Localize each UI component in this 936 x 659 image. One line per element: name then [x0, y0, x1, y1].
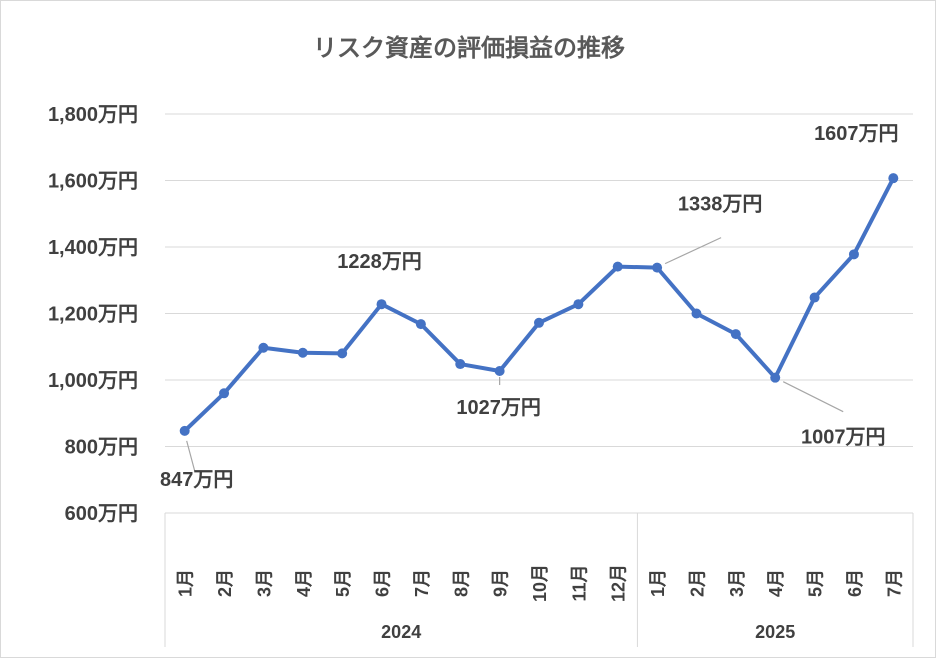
data-label-leader — [186, 440, 196, 472]
data-point — [415, 319, 426, 330]
data-point — [770, 372, 781, 383]
x-tick-label: 5月 — [806, 569, 826, 597]
x-tick-label: 8月 — [451, 569, 471, 597]
x-axis: 1月 2月 3月 4月 5月 6月 7月 8月 9月 10月 11月 12月 1月 2月 3月 4月 5月 6月 7… — [164, 512, 914, 647]
data-label: 1607万円 — [814, 123, 899, 145]
data-point — [848, 249, 859, 260]
y-axis: 600万円 800万円 1,000万円 1,200万円 1,400万円 1,600万円 1,… — [48, 104, 138, 525]
x-group-label: 2024 — [381, 622, 421, 642]
x-tick-label: 2月 — [687, 569, 707, 597]
x-tick-label: 7月 — [412, 569, 432, 597]
data-label: 1007万円 — [801, 427, 886, 449]
x-tick-label: 2月 — [215, 569, 235, 597]
data-label: 847万円 — [160, 469, 233, 491]
chart-title: リスク資産の評価損益の推移 — [313, 34, 625, 62]
data-point — [376, 299, 387, 310]
y-tick-label: 1,200万円 — [48, 304, 138, 326]
x-tick-label: 3月 — [727, 569, 747, 597]
series — [179, 173, 899, 436]
data-label-leader — [782, 381, 844, 413]
data-point — [297, 347, 308, 358]
series-line — [182, 176, 896, 433]
data-label: 1027万円 — [456, 397, 541, 419]
data-point — [691, 308, 702, 319]
data-point — [455, 359, 466, 370]
data-point — [652, 262, 663, 273]
y-tick-label: 1,600万円 — [48, 171, 138, 193]
x-tick-label: 5月 — [333, 569, 353, 597]
x-tick-label: 1月 — [648, 569, 668, 597]
data-labels: 847万円 1228万円 1027万円 1338万円 1007万円 1607万円 — [160, 123, 899, 491]
y-tick-label: 1,000万円 — [48, 370, 138, 392]
data-label: 1338万円 — [678, 194, 763, 216]
data-point — [494, 366, 505, 377]
data-label: 1228万円 — [337, 251, 422, 273]
x-tick-label: 1月 — [176, 569, 196, 597]
x-tick-label: 12月 — [609, 564, 629, 602]
data-point — [573, 299, 584, 310]
y-tick-label: 600万円 — [65, 503, 138, 525]
data-label-leader — [664, 237, 722, 265]
x-tick-label: 11月 — [569, 564, 589, 601]
y-tick-label: 1,400万円 — [48, 237, 138, 259]
data-point — [730, 329, 741, 340]
data-point — [337, 348, 348, 359]
y-tick-label: 800万円 — [65, 437, 138, 459]
x-tick-label: 7月 — [884, 569, 904, 597]
x-group-label: 2025 — [755, 622, 795, 642]
x-tick-label: 4月 — [766, 569, 786, 597]
x-tick-label: 9月 — [491, 569, 511, 597]
x-tick-label: 6月 — [845, 569, 865, 597]
x-tick-label: 6月 — [373, 569, 393, 597]
gridlines — [165, 113, 913, 447]
data-point — [534, 317, 544, 328]
data-point — [179, 425, 190, 436]
y-tick-label: 1,800万円 — [48, 104, 138, 126]
x-tick-label: 4月 — [294, 569, 314, 597]
data-label-leaders — [186, 237, 844, 472]
x-tick-label: 3月 — [254, 569, 274, 597]
data-point — [258, 342, 269, 353]
data-point — [809, 292, 820, 303]
data-point — [219, 388, 230, 399]
x-tick-label: 10月 — [530, 564, 550, 602]
data-point — [612, 261, 623, 272]
data-point — [888, 173, 899, 184]
